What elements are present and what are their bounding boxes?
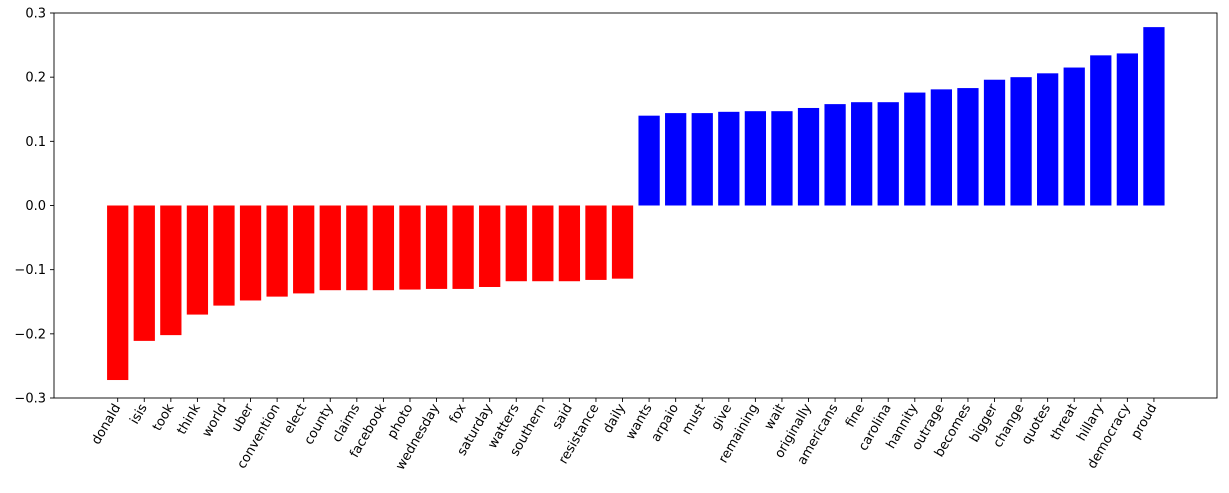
bar-change bbox=[1010, 77, 1032, 206]
bar-fine bbox=[851, 102, 873, 206]
x-tick-label-fine: fine bbox=[843, 402, 868, 431]
bar-give bbox=[718, 111, 740, 206]
x-tick-label-world: world bbox=[200, 402, 231, 441]
x-tick-label-fox: fox bbox=[447, 401, 470, 426]
bar-saturday bbox=[479, 205, 501, 287]
x-tick-label-took: took bbox=[150, 401, 177, 434]
x-tick-label-donald: donald bbox=[89, 402, 124, 448]
y-tick-label: 0.0 bbox=[25, 199, 46, 214]
x-tick-label-must: must bbox=[679, 402, 708, 438]
bar-uber bbox=[239, 205, 262, 301]
bar-claims bbox=[346, 205, 368, 291]
x-tick-label-wait: wait bbox=[762, 402, 789, 433]
bar-southern bbox=[532, 205, 554, 282]
bar-originally bbox=[797, 107, 820, 206]
bar-democracy bbox=[1116, 53, 1138, 206]
y-tick-label: −0.1 bbox=[14, 263, 46, 278]
x-tick-label-said: said bbox=[550, 402, 576, 433]
bar-daily bbox=[611, 205, 634, 279]
bar-proud bbox=[1143, 27, 1165, 206]
bar-hillary bbox=[1090, 55, 1112, 206]
bar-convention bbox=[266, 205, 288, 297]
bar-threat bbox=[1063, 67, 1085, 206]
bar-watters bbox=[505, 205, 527, 282]
bar-remaining bbox=[744, 111, 767, 206]
bar-photo bbox=[399, 205, 421, 290]
bar-took bbox=[160, 205, 182, 336]
bar-world bbox=[213, 205, 235, 306]
bar-arpaio bbox=[665, 113, 687, 206]
x-tick-label-give: give bbox=[709, 402, 736, 433]
x-tick-label-proud: proud bbox=[1129, 402, 1161, 442]
bar-wait bbox=[771, 111, 793, 206]
y-tick-label: 0.2 bbox=[25, 71, 46, 86]
bar-becomes bbox=[957, 88, 979, 206]
bar-elect bbox=[293, 205, 315, 294]
bar-wednesday bbox=[425, 205, 448, 289]
bar-outrage bbox=[930, 89, 952, 206]
y-tick-label: 0.1 bbox=[25, 135, 46, 150]
bar-isis bbox=[133, 205, 155, 341]
bar-donald bbox=[107, 205, 129, 381]
bar-think bbox=[186, 205, 209, 315]
bar-wants bbox=[638, 115, 660, 206]
y-tick-label: 0.3 bbox=[25, 7, 46, 22]
x-tick-label-uber: uber bbox=[229, 401, 257, 435]
bar-said bbox=[558, 205, 581, 282]
bar-must bbox=[691, 113, 713, 206]
y-tick-label: −0.3 bbox=[14, 392, 46, 407]
x-tick-label-isis: isis bbox=[127, 401, 150, 427]
bar-fox bbox=[452, 205, 474, 289]
bar-americans bbox=[824, 104, 846, 206]
bar-facebook bbox=[372, 205, 395, 291]
bar-hannity bbox=[904, 92, 926, 206]
bars-layer bbox=[107, 27, 1165, 381]
y-tick-label: −0.2 bbox=[14, 327, 46, 342]
bar-quotes bbox=[1037, 73, 1059, 206]
bar-bigger bbox=[983, 79, 1006, 206]
bar-resistance bbox=[585, 205, 607, 280]
bar-carolina bbox=[877, 102, 899, 206]
bar-county bbox=[319, 205, 341, 291]
